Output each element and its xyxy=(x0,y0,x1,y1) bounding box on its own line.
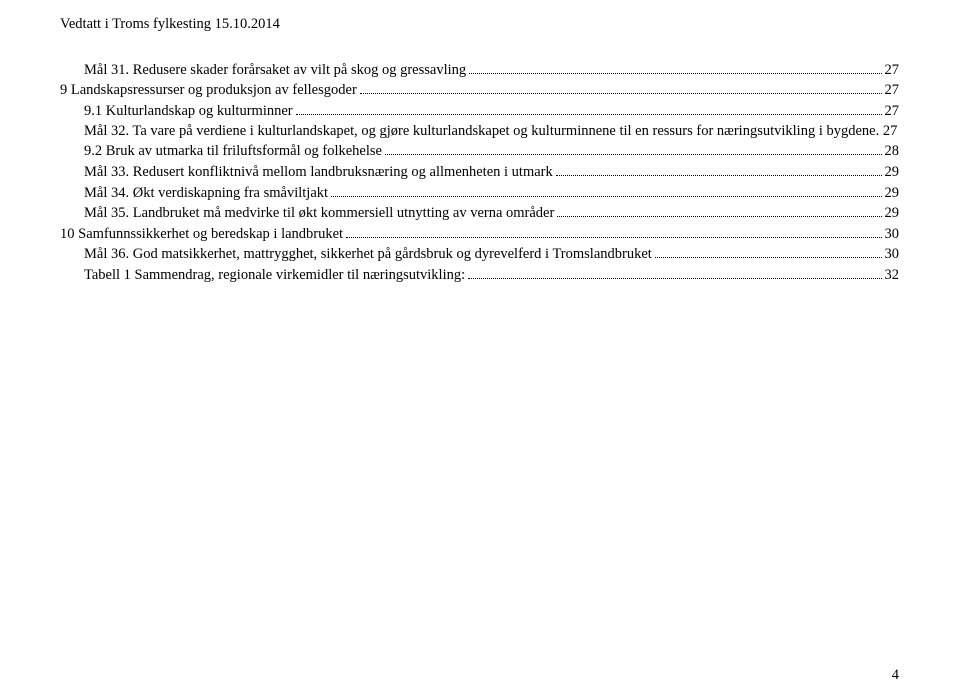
toc-entry: Mål 33. Redusert konfliktnivå mellom lan… xyxy=(60,163,899,181)
toc-entry: Mål 31. Redusere skader forårsaket av vi… xyxy=(60,61,899,79)
document-page: Vedtatt i Troms fylkesting 15.10.2014 Må… xyxy=(0,0,959,284)
toc-leader-dots xyxy=(331,184,881,197)
toc-entry: 9 Landskapsressurser og produksjon av fe… xyxy=(60,82,899,100)
toc-leader-dots xyxy=(385,143,882,156)
toc-entry: 9.2 Bruk av utmarka til friluftsformål o… xyxy=(60,143,899,161)
page-number: 4 xyxy=(892,667,899,684)
toc-entry-page: 27 xyxy=(885,62,900,79)
toc-leader-dots xyxy=(468,266,881,279)
toc-entry-page: 30 xyxy=(885,226,900,243)
toc-entry: Mål 34. Økt verdiskapning fra småviltjak… xyxy=(60,184,899,202)
toc-entry-page: 32 xyxy=(885,267,900,284)
toc-entry-page: 27 xyxy=(885,103,900,120)
toc-entry-label: 9.2 Bruk av utmarka til friluftsformål o… xyxy=(84,143,382,160)
toc-entry-page: 27 xyxy=(885,82,900,99)
document-header: Vedtatt i Troms fylkesting 15.10.2014 xyxy=(60,16,899,33)
toc-leader-dots xyxy=(557,205,881,218)
toc-entry-label: Tabell 1 Sammendrag, regionale virkemidl… xyxy=(84,267,465,284)
toc-entry: 10 Samfunnssikkerhet og beredskap i land… xyxy=(60,225,899,243)
toc-entry: Mål 36. God matsikkerhet, mattrygghet, s… xyxy=(60,246,899,264)
toc-leader-dots xyxy=(296,102,882,115)
toc-leader-dots xyxy=(360,82,882,95)
toc-entry-label: Mål 33. Redusert konfliktnivå mellom lan… xyxy=(84,164,553,181)
toc-entry-label: Mål 34. Økt verdiskapning fra småviltjak… xyxy=(84,185,328,202)
toc-leader-dots xyxy=(469,61,881,74)
toc-entry-label: Mål 36. God matsikkerhet, mattrygghet, s… xyxy=(84,246,652,263)
toc-entry-page: 30 xyxy=(885,246,900,263)
toc-entry-page: 29 xyxy=(885,164,900,181)
toc-entry: 9.1 Kulturlandskap og kulturminner 27 xyxy=(60,102,899,120)
toc-entry: Mål 35. Landbruket må medvirke til økt k… xyxy=(60,205,899,223)
toc-leader-dots xyxy=(556,163,882,176)
toc-entry-label: Mål 35. Landbruket må medvirke til økt k… xyxy=(84,205,554,222)
toc-entry-label: 9 Landskapsressurser og produksjon av fe… xyxy=(60,82,357,99)
toc-entry: Tabell 1 Sammendrag, regionale virkemidl… xyxy=(60,266,899,284)
toc-leader-dots xyxy=(655,246,882,259)
toc-entry-label: Mål 32. Ta vare på verdiene i kulturland… xyxy=(84,123,876,140)
toc-leader-dots xyxy=(346,225,881,238)
toc-entry-label: 9.1 Kulturlandskap og kulturminner xyxy=(84,103,293,120)
toc-entry-label: 10 Samfunnssikkerhet og beredskap i land… xyxy=(60,226,343,243)
toc-entry: Mål 32. Ta vare på verdiene i kulturland… xyxy=(60,123,899,140)
toc-entry-label: Mål 31. Redusere skader forårsaket av vi… xyxy=(84,62,466,79)
toc-entry-page: 28 xyxy=(885,143,900,160)
toc-entry-page: 29 xyxy=(885,185,900,202)
toc-entry-page: 29 xyxy=(885,205,900,222)
toc-entry-page: . 27 xyxy=(876,123,898,140)
table-of-contents: Mål 31. Redusere skader forårsaket av vi… xyxy=(60,61,899,284)
